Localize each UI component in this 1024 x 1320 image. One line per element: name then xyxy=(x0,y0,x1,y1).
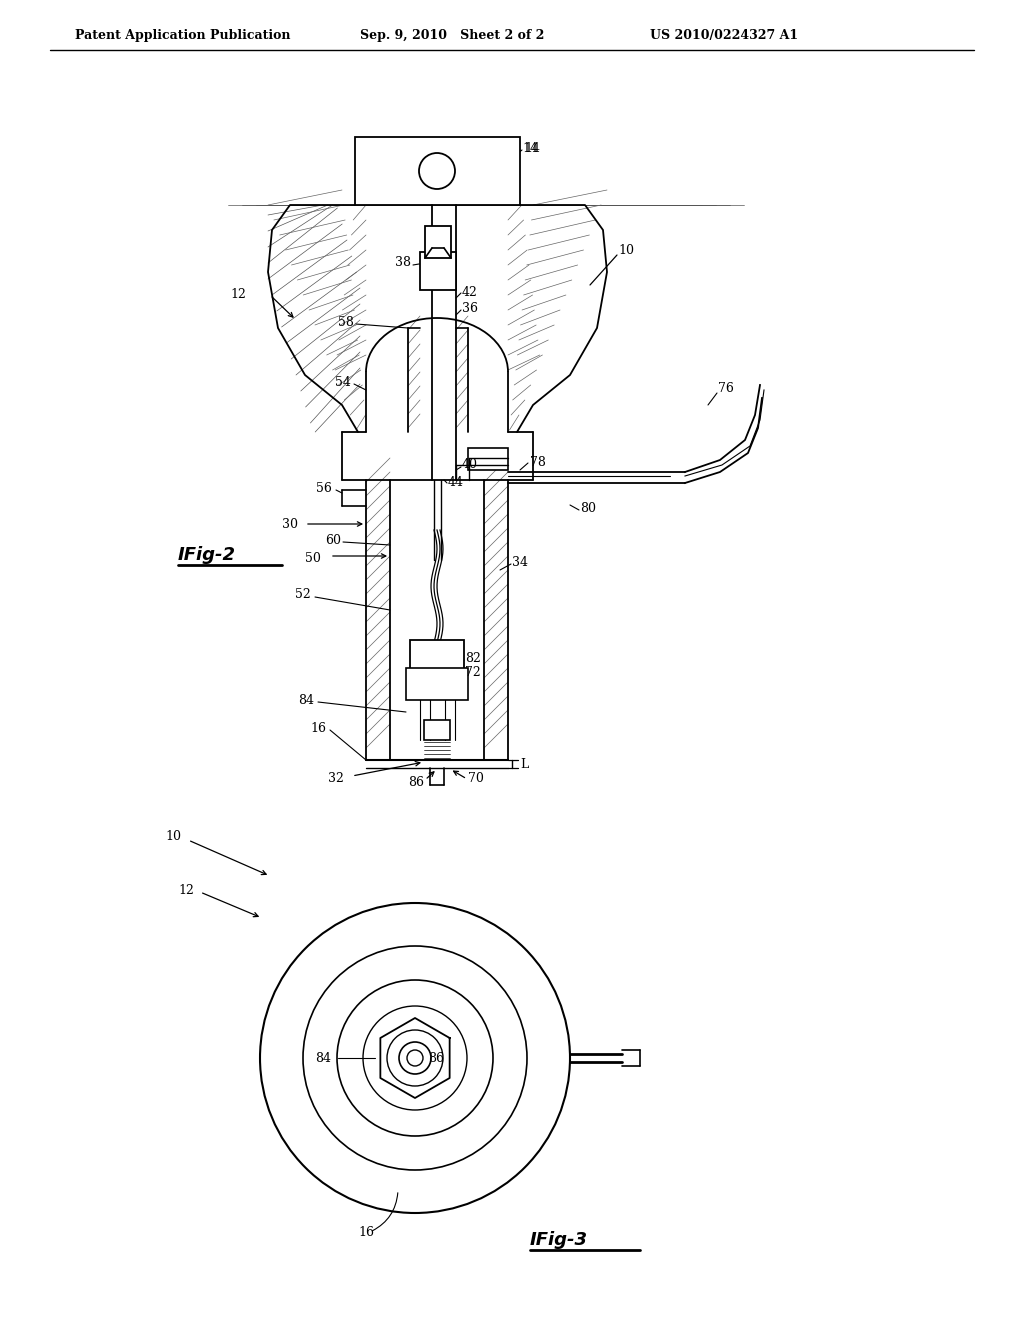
Circle shape xyxy=(399,1041,431,1074)
Text: 14: 14 xyxy=(522,141,538,154)
Text: Patent Application Publication: Patent Application Publication xyxy=(75,29,291,41)
Text: 70: 70 xyxy=(468,771,484,784)
Text: 16: 16 xyxy=(310,722,326,734)
Text: Sep. 9, 2010   Sheet 2 of 2: Sep. 9, 2010 Sheet 2 of 2 xyxy=(360,29,545,41)
Bar xyxy=(406,668,468,700)
Text: 32: 32 xyxy=(328,771,344,784)
Text: 34: 34 xyxy=(512,556,528,569)
Circle shape xyxy=(387,1030,443,1086)
Text: 76: 76 xyxy=(718,381,734,395)
Text: 54: 54 xyxy=(335,375,351,388)
Text: 10: 10 xyxy=(618,243,634,256)
Text: 72: 72 xyxy=(465,665,480,678)
Text: 50: 50 xyxy=(305,552,321,565)
Text: 40: 40 xyxy=(462,458,478,471)
Text: 38: 38 xyxy=(395,256,411,269)
Text: 56: 56 xyxy=(316,482,332,495)
Text: 10: 10 xyxy=(165,829,181,842)
Text: 16: 16 xyxy=(358,1225,374,1238)
Text: 80: 80 xyxy=(580,502,596,515)
Text: L: L xyxy=(520,758,528,771)
Text: 58: 58 xyxy=(338,315,354,329)
Text: 12: 12 xyxy=(230,289,246,301)
Bar xyxy=(355,137,520,205)
Circle shape xyxy=(407,1049,423,1067)
Text: 12: 12 xyxy=(178,883,194,896)
Bar xyxy=(424,719,450,741)
Circle shape xyxy=(419,153,455,189)
Text: IFig-2: IFig-2 xyxy=(178,546,236,564)
Text: US 2010/0224327 A1: US 2010/0224327 A1 xyxy=(650,29,798,41)
Text: 14: 14 xyxy=(524,141,540,154)
Circle shape xyxy=(303,946,527,1170)
Bar xyxy=(410,640,464,690)
Text: 42: 42 xyxy=(462,285,478,298)
Text: 60: 60 xyxy=(325,533,341,546)
Circle shape xyxy=(260,903,570,1213)
Text: 78: 78 xyxy=(530,455,546,469)
Bar xyxy=(420,252,456,290)
Text: 86: 86 xyxy=(408,776,424,788)
Circle shape xyxy=(362,1006,467,1110)
Bar xyxy=(425,226,451,257)
Text: 44: 44 xyxy=(449,475,464,488)
Text: 36: 36 xyxy=(462,301,478,314)
Text: 82: 82 xyxy=(465,652,481,664)
Text: 52: 52 xyxy=(295,589,310,602)
Text: IFig-3: IFig-3 xyxy=(530,1232,588,1249)
Text: 30: 30 xyxy=(282,517,298,531)
Circle shape xyxy=(337,979,493,1137)
Text: 84: 84 xyxy=(315,1052,331,1064)
Bar xyxy=(468,447,508,470)
Text: 86: 86 xyxy=(428,1052,444,1064)
Text: 84: 84 xyxy=(298,693,314,706)
